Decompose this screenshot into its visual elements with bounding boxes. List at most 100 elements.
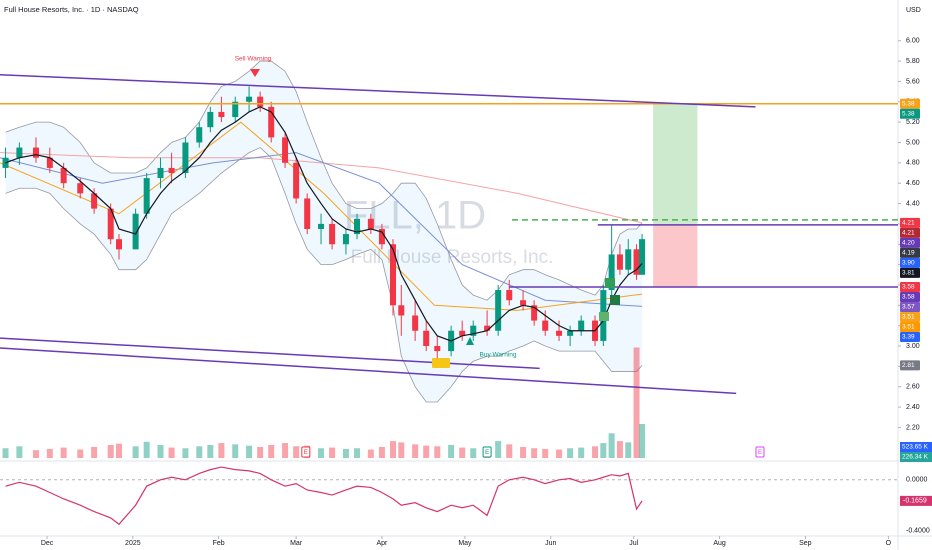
volume-bar <box>218 443 225 458</box>
volume-bar <box>633 347 640 458</box>
volume-bar <box>459 447 466 458</box>
candle-body <box>232 101 239 118</box>
y-tick-label: 3.00 <box>906 343 920 350</box>
y-tick-label: 4.80 <box>906 160 920 167</box>
price-label: 3.51 <box>902 314 915 321</box>
volume-bar <box>207 445 214 458</box>
price-label-box <box>900 267 920 278</box>
price-label: 3.81 <box>902 270 915 277</box>
x-tick-label: Jul <box>629 540 638 547</box>
candle-body <box>578 320 585 331</box>
volume-label: 226.34 K <box>902 454 929 461</box>
price-label-box <box>900 257 920 268</box>
x-tick-label: Aug <box>713 540 726 547</box>
price-label: 3.51 <box>902 324 915 331</box>
candle-body <box>16 147 23 158</box>
price-label-box <box>900 108 920 119</box>
y-tick-label: 5.60 <box>906 78 920 85</box>
price-label-box <box>900 227 920 238</box>
candle-body <box>495 290 502 331</box>
target-zone <box>653 103 698 225</box>
x-tick-label: 2025 <box>125 540 141 547</box>
volume-bar <box>542 448 549 458</box>
candle-body <box>608 254 615 291</box>
candle-body <box>168 167 175 174</box>
volume-bar <box>16 446 23 458</box>
buy-marker <box>466 337 474 345</box>
volume-bar <box>91 446 98 458</box>
x-tick-label: Jun <box>545 540 556 547</box>
volume-label-box <box>900 452 932 462</box>
price-label-box <box>900 360 920 371</box>
volume-bar <box>257 446 264 458</box>
trend-line <box>0 74 756 108</box>
candle-body <box>257 96 264 107</box>
price-label: 5.38 <box>902 101 915 108</box>
candle-body <box>77 183 84 194</box>
candle-body <box>434 346 441 352</box>
band-fill <box>5 61 643 402</box>
volume-bar <box>592 446 599 458</box>
x-tick-label: May <box>458 540 472 547</box>
moving-average <box>0 152 643 224</box>
signal-box <box>605 278 615 288</box>
volume-bar <box>567 448 574 458</box>
moving-average <box>0 121 643 311</box>
x-tick-label: Mar <box>290 540 303 547</box>
candle-body <box>378 228 385 245</box>
osc-value-label: -0.1659 <box>903 498 927 505</box>
osc-tick-label: -0.4000 <box>906 527 930 534</box>
candle-body <box>531 305 538 321</box>
volume-bar <box>412 444 419 458</box>
price-label-box <box>900 311 920 322</box>
volume-bar <box>246 445 253 458</box>
buy-warning: Buy Warning <box>480 352 517 359</box>
candle-body <box>367 218 374 229</box>
volume-bar <box>268 445 275 458</box>
candle-body <box>46 157 53 168</box>
volume-bar <box>329 447 336 458</box>
earnings-marker <box>301 446 311 458</box>
candle-body <box>246 96 253 102</box>
price-label-box <box>900 331 920 342</box>
volume-bar <box>2 448 9 458</box>
volume-bar <box>354 448 361 458</box>
candle-body <box>132 213 139 250</box>
candle-body <box>268 106 275 138</box>
candle-body <box>354 218 361 235</box>
price-label: 4.21 <box>902 230 915 237</box>
volume-bar <box>182 448 189 458</box>
volume-bar <box>116 443 123 458</box>
volume-bar <box>367 449 374 458</box>
osc-tick-label: 0.0000 <box>906 477 928 484</box>
volume-label-box <box>900 442 932 452</box>
price-label: 3.58 <box>902 294 915 301</box>
volume-bar <box>389 441 396 458</box>
volume-bar <box>556 449 563 458</box>
price-label-box <box>900 217 920 228</box>
x-tick-label: Dec <box>41 540 54 547</box>
watermark-name: Full House Resorts, Inc. <box>351 247 554 268</box>
candle-body <box>556 330 563 336</box>
chart-header: Full House Resorts, Inc. · 1D · NASDAQ <box>4 5 139 14</box>
volume-bar <box>293 446 300 458</box>
osc-value-box <box>900 495 932 506</box>
x-tick-label: Sep <box>799 540 812 547</box>
oscillator-line <box>5 466 643 526</box>
candle-body <box>304 198 311 229</box>
volume-bar <box>506 444 513 458</box>
price-label: 3.90 <box>902 260 915 267</box>
candle-body <box>639 239 646 275</box>
volume-bar <box>318 448 325 458</box>
candle-body <box>412 315 419 331</box>
moving-average <box>5 106 643 342</box>
candle-body <box>207 111 214 128</box>
price-label: 4.20 <box>902 240 915 247</box>
plot-layer: 6.005.805.605.405.205.004.804.604.404.20… <box>0 38 930 547</box>
volume-bar <box>342 448 349 458</box>
candle-body <box>520 300 527 306</box>
candle-body <box>157 167 164 179</box>
price-label: 3.58 <box>902 284 915 291</box>
volume-bar <box>77 449 84 458</box>
